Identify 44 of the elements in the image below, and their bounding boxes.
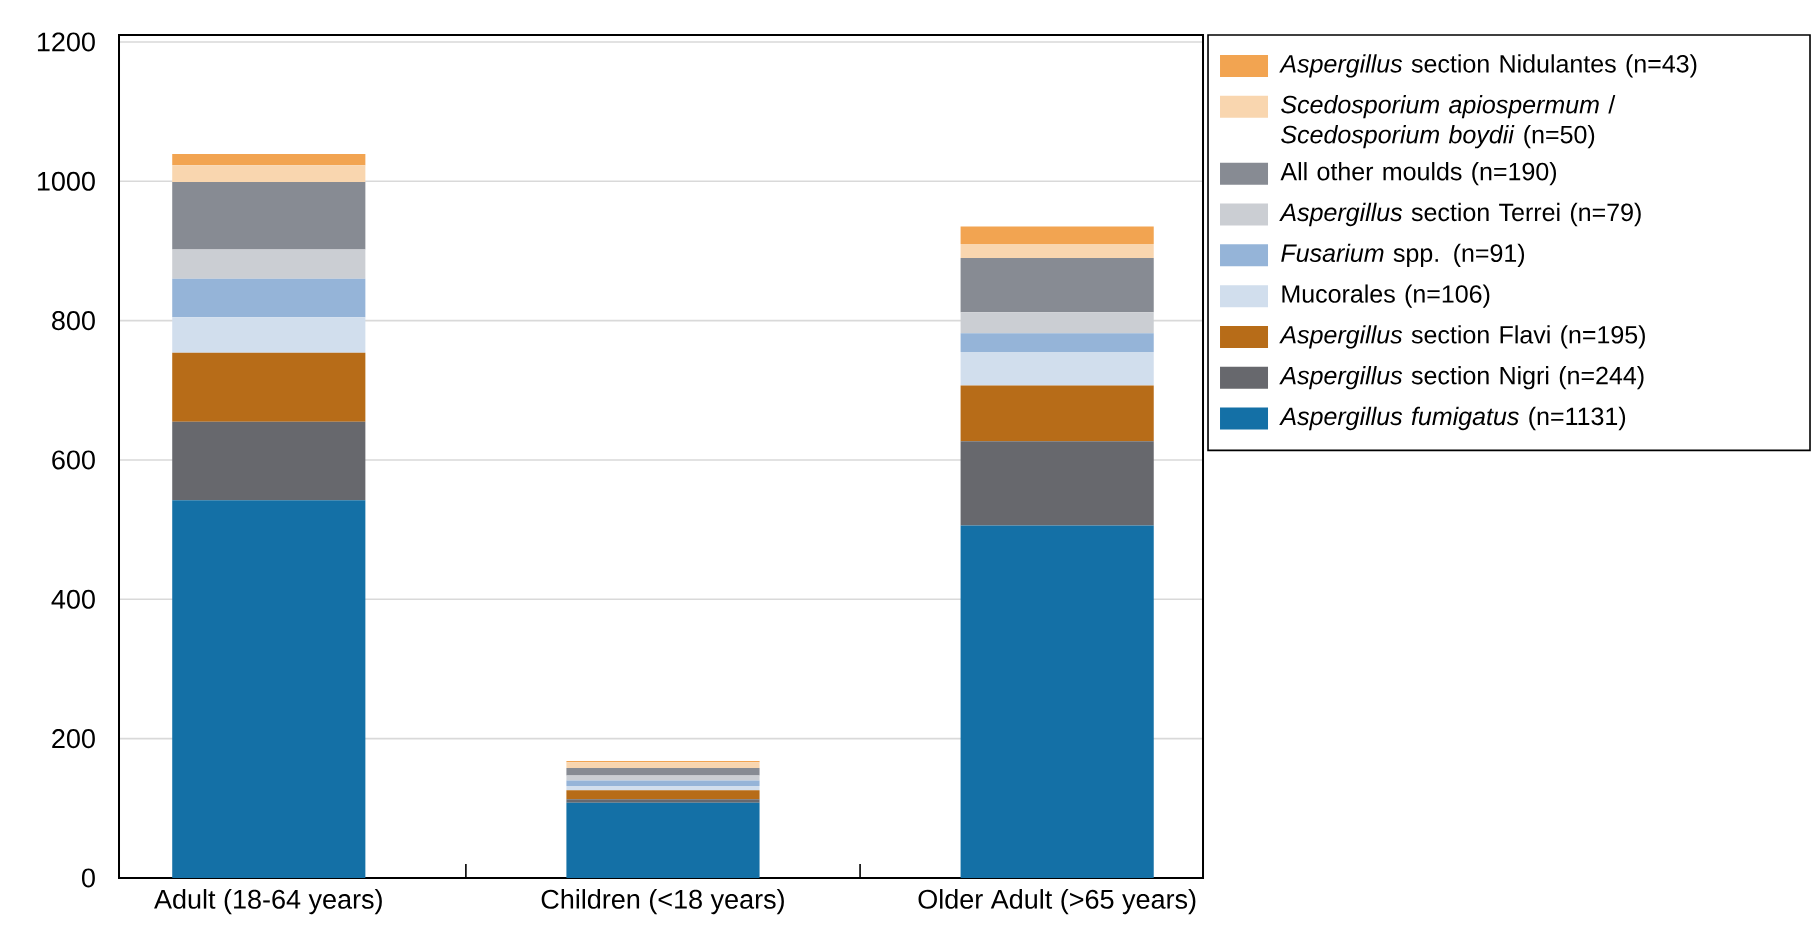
legend-label: Aspergillus section Nidulantes (n=43) [1279, 54, 1697, 78]
x-tick-label: Children (<18 years) [541, 889, 784, 915]
bar [172, 165, 366, 182]
legend-label: All other moulds (n=190) [1280, 162, 1557, 186]
bar [172, 154, 366, 166]
bar [172, 278, 366, 318]
bar [960, 385, 1154, 442]
bar [566, 799, 760, 803]
legend-label: Aspergillus section Terrei (n=79) [1279, 202, 1641, 227]
bar [172, 500, 366, 878]
y-tick-label: 600 [52, 450, 95, 470]
bar [960, 312, 1154, 334]
legend-label: Aspergillus section Flavi (n=195) [1279, 325, 1645, 349]
y-tick-label: 1200 [37, 32, 95, 52]
y-tick-label: 800 [52, 311, 95, 331]
y-tick-label: 400 [51, 589, 95, 609]
legend-label: Mucorales (n=106) [1282, 284, 1490, 308]
x-tick-label: Adult (18-64 years) [154, 889, 382, 915]
y-tick-label: 0 [81, 868, 95, 888]
bar [566, 762, 760, 768]
bar [566, 802, 760, 878]
bar [960, 333, 1154, 352]
bar [960, 525, 1154, 878]
bar [566, 767, 760, 776]
legend-label: Aspergillus fumigatus (n=1131) [1279, 406, 1626, 431]
bar [172, 317, 366, 353]
bar [566, 786, 760, 791]
bar [566, 790, 760, 800]
legend-label: Aspergillus section Nigri (n=244) [1279, 366, 1644, 390]
bar [960, 441, 1154, 526]
x-tick-label: Older Adult (>65 years) [918, 889, 1196, 915]
y-tick-label: 1000 [37, 171, 95, 191]
text: Scedosporium apiospermum / Scedosporium boydii (n=50) [1281, 95, 1616, 149]
bar [172, 352, 366, 422]
bar [566, 780, 760, 787]
bar [960, 257, 1154, 313]
y-tick-label: 200 [52, 729, 95, 749]
legend-label: Fusarium spp. (n=91) [1281, 243, 1525, 267]
bar [172, 181, 366, 250]
bar [960, 351, 1154, 386]
bar [172, 421, 366, 501]
bar [172, 249, 366, 279]
bar [960, 226, 1154, 244]
bar [960, 243, 1154, 258]
